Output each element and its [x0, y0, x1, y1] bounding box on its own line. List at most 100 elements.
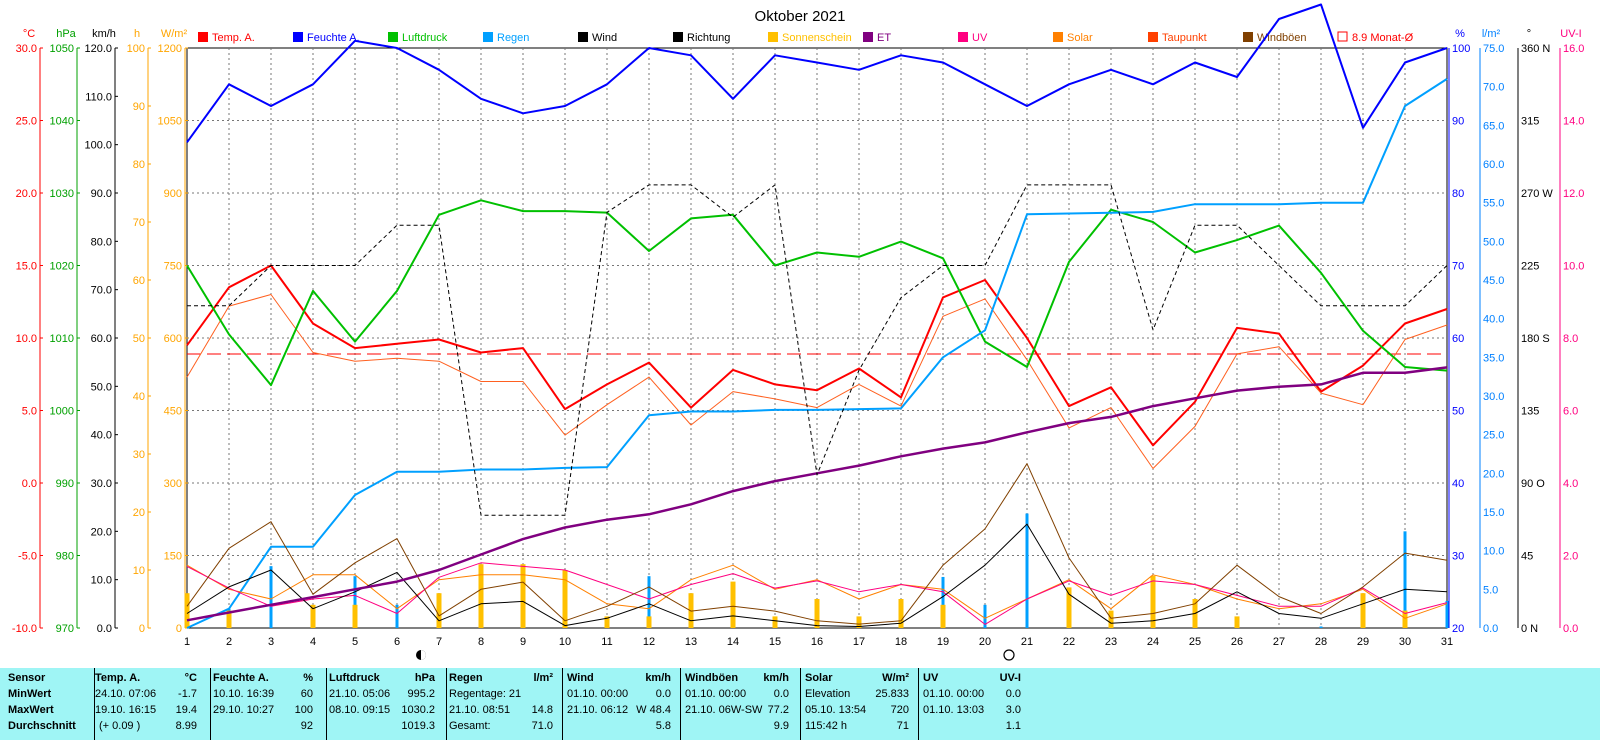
x-tick-label: 26	[1231, 636, 1243, 648]
direction-tick-label: 0 N	[1521, 623, 1538, 635]
right-axes: 100 90 80 70 60 50 40 30 20% 75.0 70.0 65.0 60.0 55.0…	[1448, 28, 1584, 635]
legend-label: 8.9 Monat-Ø	[1352, 32, 1414, 44]
rain-bar	[1403, 531, 1407, 628]
sunshine-bar	[478, 564, 484, 628]
series-line-feuchte-a-	[186, 3, 1448, 143]
stats-solar-max-time: 05.10. 13:54	[805, 704, 867, 716]
stats-humidity-unit: %	[303, 672, 313, 684]
x-tick-label: 16	[811, 636, 823, 648]
stats-header-max: MaxWert	[8, 704, 54, 716]
legend-swatch	[958, 32, 968, 42]
legend-label: Taupunkt	[1162, 32, 1207, 44]
pressure-tick-label: 1050	[50, 43, 74, 55]
wind-tick-label: 90.0	[91, 188, 112, 200]
sunshine-bar	[310, 604, 316, 628]
legend-swatch	[768, 32, 778, 42]
x-tick-label: 6	[394, 636, 400, 648]
humidity-tick-label: 100	[1452, 43, 1470, 55]
stats-pressure-min-time: 21.10. 05:06	[329, 688, 391, 700]
stats-rain-total-val: 71.0	[531, 720, 553, 732]
temp-tick-label: 10.0	[16, 333, 37, 345]
legend-label: Feuchte A.	[307, 32, 360, 44]
stats-temp-min-time: 24.10. 07:06	[95, 688, 157, 700]
sunshine-bar	[772, 616, 778, 628]
pressure-tick-label: 1000	[50, 406, 74, 418]
series-line-uv	[186, 562, 1448, 625]
stats-humidity-block: Feuchte A. % 10.10. 16:39 60 29.10. 10:2…	[210, 668, 319, 740]
stats-solar-title: Solar	[805, 672, 833, 684]
stats-gust-block: Windböen km/h 01.10. 00:00 0.0 21.10. 06…	[680, 668, 795, 740]
stats-solar-unit: W/m²	[882, 672, 909, 684]
direction-tick-label: 315	[1521, 116, 1539, 128]
stats-uv-min-val: 0.0	[1005, 688, 1021, 700]
stats-pressure-avg-val: 1019.3	[401, 720, 435, 732]
left-axes: 30.025.020.015.010.05.00.0-5.0-10.0°C105…	[12, 28, 188, 635]
humidity-tick-label: 60	[1452, 333, 1464, 345]
stats-rain-max-time: 21.10. 08:51	[449, 704, 511, 716]
sunshine-tick-label: 40	[133, 391, 145, 403]
rain-bar	[353, 576, 357, 628]
x-tick-label: 27	[1273, 636, 1285, 648]
stats-sensor-column: Sensor MinWert MaxWert Durchschnitt	[8, 668, 88, 740]
stats-wind-max-time: 21.10. 06:12	[567, 704, 629, 716]
stats-uv-title: UV	[923, 672, 939, 684]
x-tick-label: 3	[268, 636, 274, 648]
x-tick-label: 12	[643, 636, 655, 648]
legend-label: Sonnenschein	[782, 32, 852, 44]
x-tick-label: 19	[937, 636, 949, 648]
rain-bar	[395, 604, 399, 628]
humidity-tick-label: 50	[1452, 406, 1464, 418]
rain-tick-label: 0.0	[1483, 623, 1498, 635]
legend-label: UV	[972, 32, 988, 44]
x-tick-label: 22	[1063, 636, 1075, 648]
temp-unit-label: °C	[23, 28, 35, 40]
x-tick-label: 9	[520, 636, 526, 648]
humidity-unit-label: %	[1455, 28, 1465, 40]
rain-tick-label: 20.0	[1483, 468, 1504, 480]
sunshine-bar	[436, 593, 442, 628]
rain-tick-label: 10.0	[1483, 546, 1504, 558]
stats-pressure-unit: hPa	[414, 672, 435, 684]
stats-pressure-max-time: 08.10. 09:15	[329, 704, 391, 716]
pressure-tick-label: 1030	[50, 188, 74, 200]
stats-rain-days: Regentage: 21	[449, 688, 522, 700]
rain-tick-label: 60.0	[1483, 159, 1504, 171]
legend-label: Richtung	[687, 32, 730, 44]
wind-tick-label: 70.0	[91, 285, 112, 297]
stats-solar-max-val: 720	[890, 704, 909, 716]
stats-gust-max-time: 21.10. 06W-SW	[685, 704, 763, 716]
uv-tick-label: 4.0	[1563, 478, 1578, 490]
direction-unit-label: °	[1527, 28, 1531, 40]
x-tick-label: 21	[1021, 636, 1033, 648]
wind-tick-label: 110.0	[85, 91, 112, 103]
wind-tick-label: 10.0	[91, 575, 112, 587]
stats-header-avg: Durchschnitt	[8, 720, 76, 732]
legend-swatch	[1148, 32, 1158, 42]
solar-tick-label: 0	[176, 623, 182, 635]
stats-rain-block: Regen l/m² Regentage: 21 21.10. 08:51 14…	[446, 668, 557, 740]
rain-tick-label: 40.0	[1483, 314, 1504, 326]
stats-solar-elevation-label: Elevation	[805, 688, 851, 700]
rain-tick-label: 50.0	[1483, 236, 1504, 248]
x-tick-label: 2	[226, 636, 232, 648]
direction-tick-label: 90 O	[1521, 478, 1545, 490]
stats-header-sensor: Sensor	[8, 672, 46, 684]
stats-solar-hours: 115:42 h	[805, 720, 848, 732]
temp-tick-label: 25.0	[16, 116, 37, 128]
legend-swatch	[1243, 32, 1253, 42]
legend-swatch	[863, 32, 873, 42]
sunshine-tick-label: 70	[133, 217, 145, 229]
stats-uv-block: UV UV-I 01.10. 00:00 0.0 01.10. 13:03 3.…	[918, 668, 1027, 740]
statistics-panel: Sensor MinWert MaxWert Durchschnitt Temp…	[0, 668, 1600, 740]
pressure-unit-label: hPa	[56, 28, 76, 40]
stats-humidity-max-val: 100	[294, 704, 313, 716]
x-tick-label: 29	[1357, 636, 1369, 648]
stats-uv-max-time: 01.10. 13:03	[923, 704, 985, 716]
rain-tick-label: 55.0	[1483, 198, 1504, 210]
stats-gust-unit: km/h	[763, 672, 789, 684]
rain-bar	[647, 576, 651, 628]
sunshine-tick-label: 50	[133, 333, 145, 345]
x-tick-label: 24	[1147, 636, 1159, 648]
humidity-tick-label: 40	[1452, 478, 1464, 490]
direction-tick-label: 225	[1521, 261, 1539, 273]
